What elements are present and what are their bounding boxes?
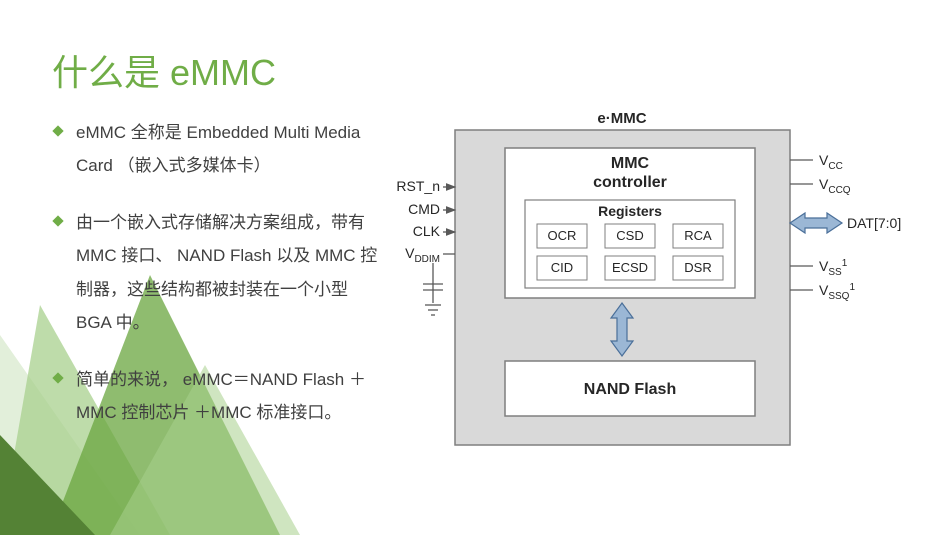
svg-text:VSSQ1: VSSQ1 [819, 282, 855, 302]
registers-label: Registers [598, 203, 662, 219]
mmc-controller-label-2: controller [593, 174, 667, 191]
svg-text:CLK: CLK [413, 223, 441, 239]
svg-text:RST_n: RST_n [396, 178, 440, 194]
svg-text:CSD: CSD [616, 228, 643, 243]
right-signals: VCC VCCQ DAT[7:0] VSS1 VSSQ1 [790, 152, 901, 302]
bullet-diamond-icon [52, 215, 66, 339]
svg-text:OCR: OCR [548, 228, 577, 243]
svg-text:VSS1: VSS1 [819, 258, 848, 278]
nand-flash-label: NAND Flash [584, 381, 676, 398]
svg-text:VCC: VCC [819, 152, 843, 172]
bullet-item: 由一个嵌入式存储解决方案组成，带有 MMC 接口、 NAND Flash 以及 … [52, 206, 382, 339]
dat-bidir-arrow [790, 213, 842, 233]
bullet-diamond-icon [52, 125, 66, 182]
mmc-controller-label-1: MMC [611, 155, 650, 172]
slide-title: 什么是 eMMC [52, 44, 276, 96]
bullet-list: eMMC 全称是 Embedded Multi Media Card （嵌入式多… [52, 116, 382, 453]
bullet-diamond-icon [52, 372, 66, 429]
svg-text:DAT[7:0]: DAT[7:0] [847, 215, 901, 231]
svg-text:CMD: CMD [408, 201, 440, 217]
svg-text:DSR: DSR [684, 260, 711, 275]
bullet-text: 简单的来说， eMMC＝NAND Flash ＋MMC 控制芯片 ＋MMC 标准… [76, 363, 382, 429]
svg-text:CID: CID [551, 260, 573, 275]
bullet-item: 简单的来说， eMMC＝NAND Flash ＋MMC 控制芯片 ＋MMC 标准… [52, 363, 382, 429]
bullet-text: 由一个嵌入式存储解决方案组成，带有 MMC 接口、 NAND Flash 以及 … [76, 206, 382, 339]
left-signals: RST_n CMD CLK VDDIM [396, 178, 455, 315]
svg-text:VCCQ: VCCQ [819, 176, 851, 196]
emmc-title-text: e·MMC [597, 110, 646, 127]
svg-text:VDDIM: VDDIM [405, 245, 440, 265]
bullet-item: eMMC 全称是 Embedded Multi Media Card （嵌入式多… [52, 116, 382, 182]
svg-text:RCA: RCA [684, 228, 712, 243]
bullet-text: eMMC 全称是 Embedded Multi Media Card （嵌入式多… [76, 116, 382, 182]
svg-text:ECSD: ECSD [612, 260, 648, 275]
emmc-block-diagram: e·MMC MMC controller Registers OCR CSD R… [395, 108, 925, 468]
